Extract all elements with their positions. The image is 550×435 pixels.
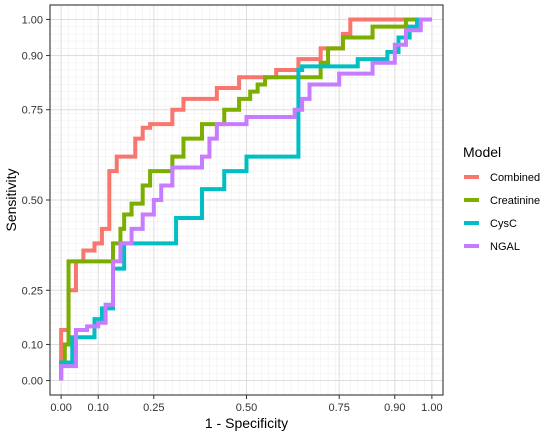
y-tick-label: 0.00	[22, 376, 43, 388]
y-tick-label: 0.75	[22, 105, 43, 117]
y-tick-label: 1.00	[22, 14, 43, 26]
y-tick-label: 0.10	[22, 339, 43, 351]
axis-ticks: 0.00 0.10 0.25 0.50 0.75 0.90 1.00 0.00 0.10 0.25…	[22, 14, 443, 414]
roc-line-cysc	[59, 17, 432, 381]
y-tick-label: 0.25	[22, 285, 43, 297]
x-tick-label: 0.25	[143, 402, 164, 414]
major-gridlines	[50, 5, 443, 395]
x-tick-label: 0.90	[384, 402, 405, 414]
roc-curves	[59, 17, 432, 381]
y-axis-title: Sensitivity	[3, 168, 19, 231]
x-tick-label: 0.75	[328, 402, 349, 414]
legend: Model Combined Creatinine CysC NGAL	[463, 144, 540, 255]
x-axis-title: 1 - Specificity	[205, 415, 288, 431]
x-tick-label: 1.00	[421, 402, 442, 414]
y-tick-label: 0.50	[22, 195, 43, 207]
legend-label-creatinine: Creatinine	[490, 195, 540, 207]
x-tick-label: 0.00	[50, 402, 71, 414]
legend-label-cysc: CysC	[490, 218, 517, 230]
roc-line-ngal	[59, 17, 432, 381]
x-tick-label: 0.10	[87, 402, 108, 414]
legend-label-combined: Combined	[490, 172, 540, 184]
roc-line-creatinine	[59, 17, 432, 381]
legend-title: Model	[463, 144, 501, 160]
y-tick-label: 0.90	[22, 51, 43, 63]
x-tick-label: 0.50	[236, 402, 257, 414]
legend-label-ngal: NGAL	[490, 241, 520, 253]
